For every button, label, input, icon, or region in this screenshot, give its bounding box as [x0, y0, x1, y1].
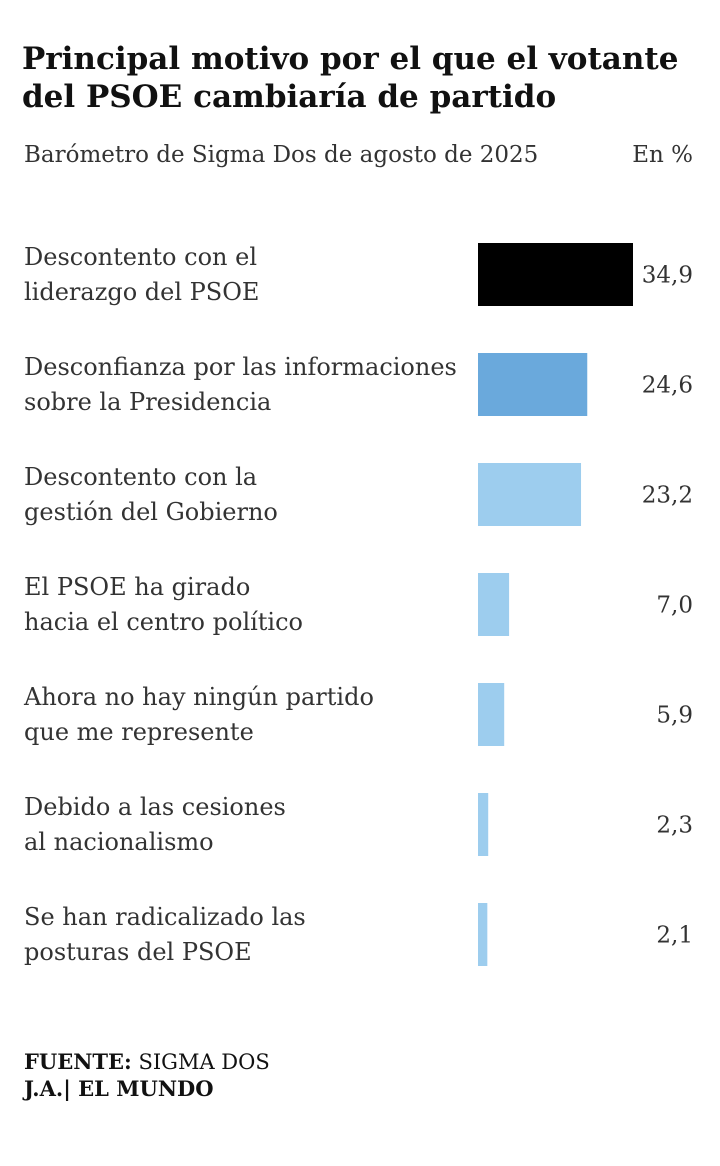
category-label: liderazgo del PSOE	[24, 278, 259, 306]
value-label: 23,2	[642, 483, 693, 509]
value-label: 34,9	[642, 263, 693, 289]
bar	[478, 463, 582, 526]
bar	[478, 903, 488, 966]
chart-title: Principal motivo por el que el votante d…	[22, 41, 679, 115]
source-value: SIGMA DOS	[138, 1050, 270, 1074]
category-label: Descontento con la	[24, 463, 257, 491]
category-label: posturas del PSOE	[24, 938, 252, 966]
chart-subtitle: Barómetro de Sigma Dos de agosto de 2025	[24, 142, 539, 168]
category-label: El PSOE ha girado	[24, 573, 250, 601]
category-label: que me represente	[24, 718, 254, 746]
value-label: 7,0	[656, 593, 693, 619]
category-label: Se han radicalizado las	[24, 903, 306, 931]
value-label: 24,6	[642, 373, 693, 399]
source-key: FUENTE:	[24, 1049, 132, 1074]
category-label: Debido a las cesiones	[24, 793, 286, 821]
unit-label: En %	[632, 142, 693, 168]
bar-chart: Descontento con el liderazgo del PSOE 34,9…	[23, 243, 693, 966]
value-label: 2,3	[656, 813, 693, 839]
value-label: 2,1	[656, 923, 693, 949]
category-label: Ahora no hay ningún partido	[23, 683, 374, 711]
category-label: Desconfianza por las informaciones	[24, 353, 457, 381]
source-line: FUENTE: SIGMA DOS	[24, 1048, 270, 1076]
category-label: al nacionalismo	[24, 828, 214, 856]
bar	[478, 243, 633, 306]
category-label: hacia el centro político	[24, 608, 303, 636]
bar	[478, 573, 510, 636]
category-label: gestión del Gobierno	[24, 498, 278, 526]
category-label: Descontento con el	[24, 243, 257, 271]
value-label: 5,9	[656, 703, 693, 729]
bar	[478, 353, 588, 416]
bar	[478, 683, 505, 746]
category-label: sobre la Presidencia	[24, 388, 271, 416]
credit-line: J.A.| EL MUNDO	[24, 1076, 214, 1101]
bar	[478, 793, 489, 856]
